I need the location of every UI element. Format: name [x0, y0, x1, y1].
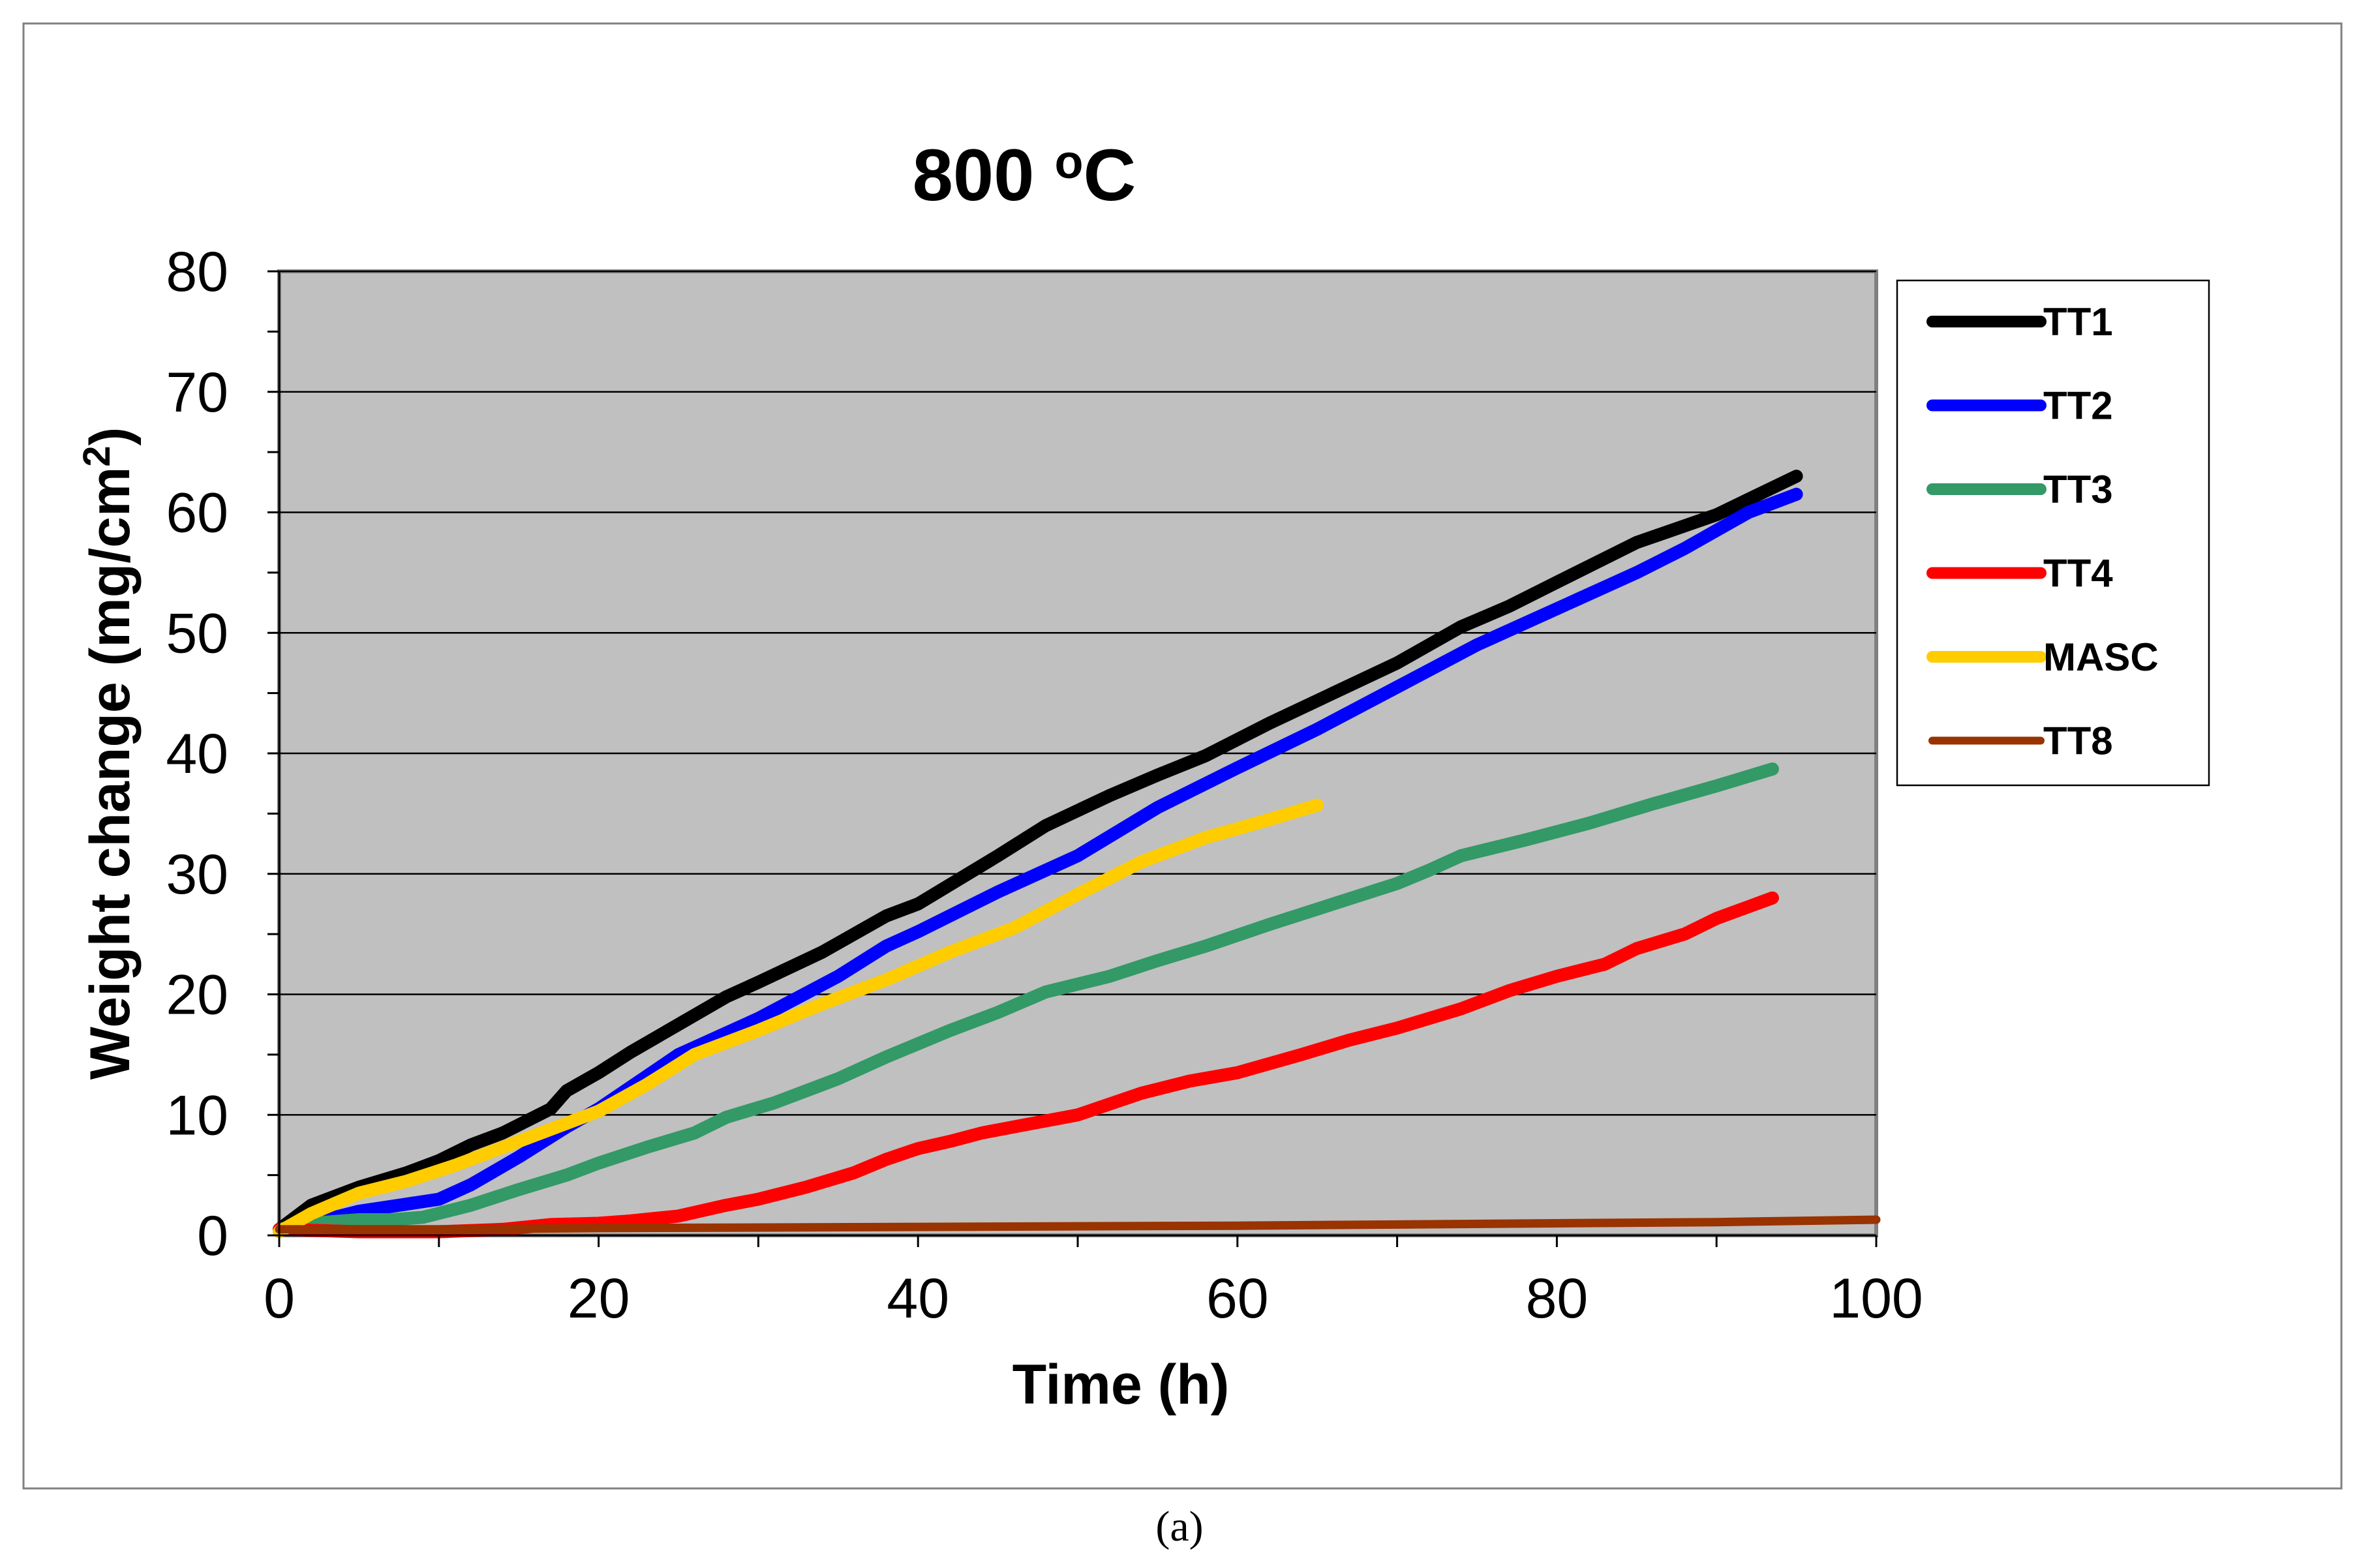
series-line-tt2 [273, 487, 1803, 1236]
legend-label-masc: MASC [2043, 635, 2159, 679]
legend-label-tt4: TT4 [2043, 552, 2113, 596]
chart-title: 800 oC [913, 134, 1136, 216]
y-tick-label: 50 [166, 602, 228, 665]
series-line-masc [273, 798, 1324, 1239]
legend-entries: TT1 TT2 TT3 TT4 MASC TT8 [1926, 300, 2159, 763]
legend-label-tt8: TT8 [2043, 719, 2113, 763]
x-tick-label: 100 [1829, 1267, 1923, 1330]
legend-label-tt2: TT2 [2043, 384, 2113, 428]
legend-label-tt1: TT1 [2043, 300, 2113, 344]
y-tick-label: 20 [166, 964, 228, 1027]
y-axis-title: Weight change (mg/cm2) [76, 427, 142, 1080]
figure-caption: (a) [1155, 1503, 1203, 1550]
series-line-tt8 [275, 1215, 1881, 1234]
y-tick-label: 30 [166, 843, 228, 906]
y-tick-label: 40 [166, 723, 228, 785]
x-tick-label: 20 [568, 1267, 630, 1330]
y-tick-label: 10 [166, 1084, 228, 1147]
series-line-tt4 [273, 891, 1779, 1239]
series-line-tt1 [273, 470, 1803, 1236]
x-tick-label: 80 [1526, 1267, 1589, 1330]
x-tick-label: 40 [887, 1267, 949, 1330]
series-layer [273, 470, 1881, 1239]
y-tick-label: 80 [166, 241, 228, 303]
chart-frame [22, 22, 2343, 1490]
x-tick-label: 0 [264, 1267, 295, 1330]
y-tick-label: 60 [166, 482, 228, 545]
y-tick-label: 0 [197, 1205, 228, 1267]
y-tick-label: 70 [166, 361, 228, 424]
axis-ticks: 0 10 20 30 40 50 60 70 80 0 20 40 60 80 100 [166, 241, 1923, 1330]
x-axis-title: Time (h) [1012, 1353, 1230, 1416]
series-line-tt3 [273, 762, 1779, 1236]
legend-label-tt3: TT3 [2043, 468, 2113, 511]
x-tick-label: 60 [1206, 1267, 1269, 1330]
legend [1896, 279, 2210, 787]
